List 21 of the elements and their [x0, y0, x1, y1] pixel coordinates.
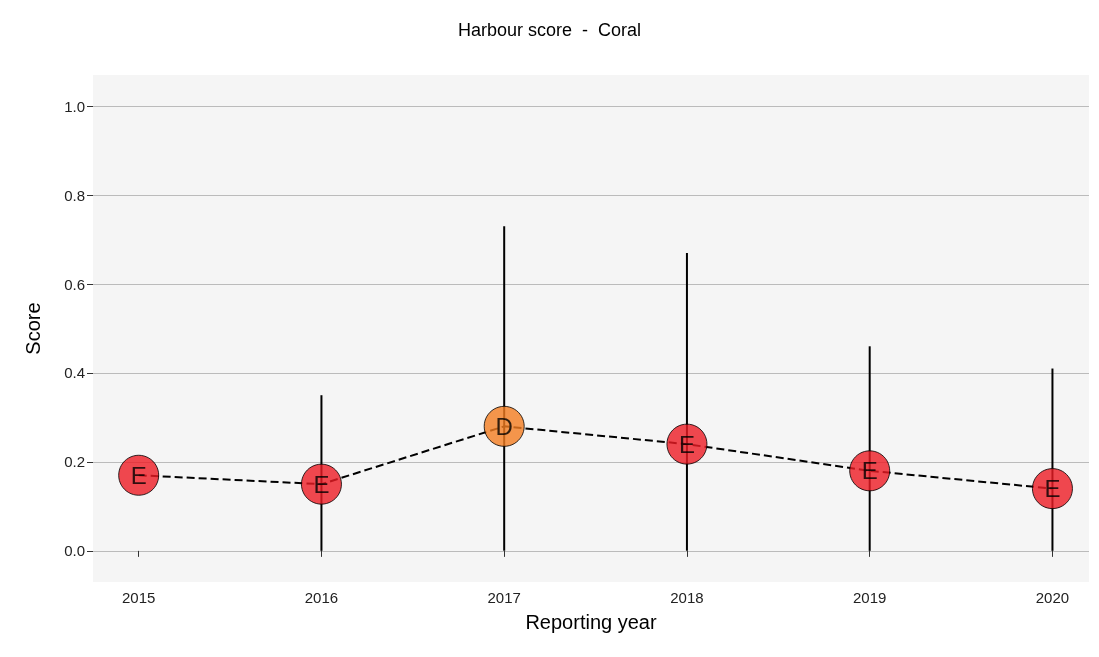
y-tick-label: 0.2 [64, 453, 85, 471]
data-label: E [861, 457, 878, 485]
x-tick-label: 2015 [122, 589, 156, 606]
y-tick-label: 0.6 [64, 275, 85, 293]
data-label: D [495, 412, 513, 440]
data-label: E [130, 461, 147, 489]
x-axis-title: Reporting year [525, 611, 657, 633]
y-tick-label: 0.8 [64, 186, 85, 204]
y-axis-title: Score [22, 302, 44, 355]
x-tick-label: 2020 [1035, 589, 1070, 606]
chart-title: Harbour score - Coral [457, 20, 642, 40]
data-label: E [1044, 475, 1061, 503]
x-tick-label: 2017 [487, 589, 521, 606]
y-tick-label: 1.0 [64, 97, 85, 115]
x-tick-label: 2018 [670, 589, 704, 606]
x-tick-label: 2016 [304, 589, 339, 606]
data-label: E [678, 430, 695, 458]
y-tick-label: 0.0 [64, 542, 85, 560]
x-tick-label: 2019 [853, 589, 887, 606]
data-label: E [313, 470, 330, 498]
y-tick-label: 0.4 [64, 364, 85, 382]
